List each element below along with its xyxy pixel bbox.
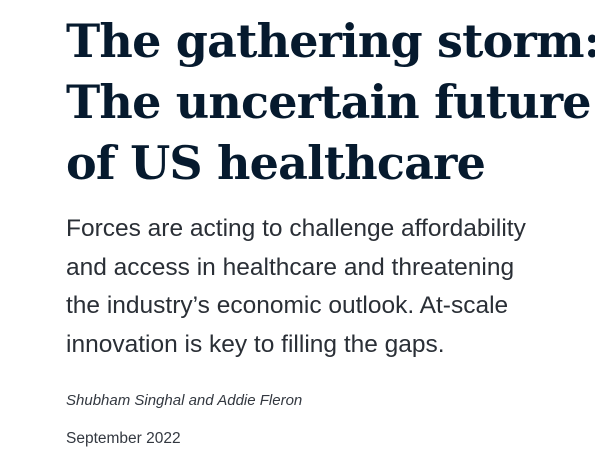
article-title: The gathering storm: The uncertain futur…: [66, 0, 595, 194]
article-dek-line: Forces are acting to challenge affordabi…: [66, 215, 526, 242]
article-dek-line: innovation is key to filling the gaps.: [66, 330, 445, 358]
article-date: September 2022: [66, 430, 181, 447]
article-authors: Shubham Singhal and Addie Fleron: [66, 392, 303, 409]
article-dek: Forces are acting to challenge affordabi…: [66, 210, 591, 364]
article-title-line: The gathering storm:: [66, 14, 595, 68]
article-title-line: The uncertain future: [66, 75, 592, 129]
article-title-line: of US healthcare: [66, 136, 486, 190]
article-dek-line: the industry’s economic outlook. At-scal…: [66, 292, 509, 319]
article-header: The gathering storm: The uncertain futur…: [66, 0, 595, 449]
article-dek-line: and access in healthcare and threatening: [66, 253, 515, 281]
